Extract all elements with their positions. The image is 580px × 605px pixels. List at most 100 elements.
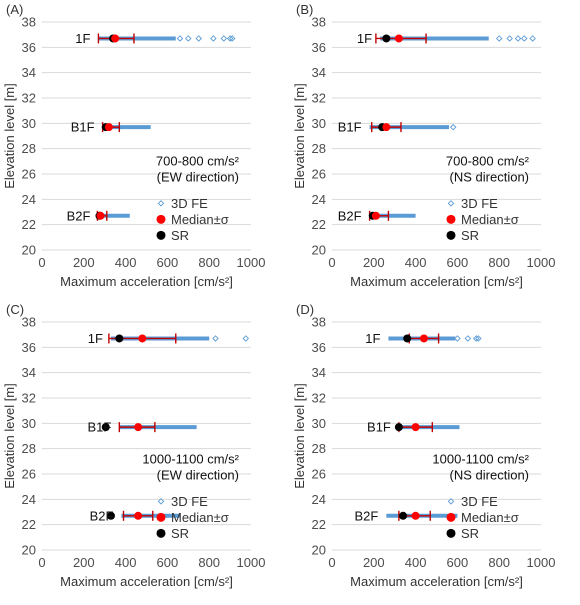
y-tick-label: 32 — [22, 91, 36, 106]
y-tick-label: 30 — [22, 116, 36, 131]
x-axis-label: Maximum acceleration [cm/s²] — [60, 574, 233, 589]
sr-point — [106, 511, 115, 520]
median-point — [371, 211, 380, 220]
y-tick-label: 22 — [312, 517, 326, 532]
y-tick-label: 20 — [22, 243, 36, 258]
sr-point — [394, 423, 403, 432]
fe-point — [506, 35, 513, 42]
panel-label: (A) — [6, 2, 23, 17]
fe-point — [242, 335, 250, 342]
y-tick-label: 20 — [22, 543, 36, 558]
fe-point — [514, 35, 522, 42]
y-tick-label: 22 — [312, 217, 326, 232]
x-tick-label: 200 — [73, 555, 95, 570]
legend-sr-label: SR — [171, 228, 189, 243]
median-point — [134, 511, 143, 520]
x-tick-label: 800 — [488, 255, 510, 270]
y-tick-label: 20 — [312, 243, 326, 258]
annotation-line: (NS direction) — [450, 467, 529, 482]
x-tick-label: 0 — [38, 555, 45, 570]
floor-label: B1F — [71, 120, 95, 135]
floor-label: B1F — [338, 120, 362, 135]
y-tick-label: 26 — [312, 167, 326, 182]
floor-label: B2F — [354, 508, 378, 523]
fe-point — [195, 35, 202, 42]
x-tick-label: 400 — [115, 555, 137, 570]
legend-fe-marker — [447, 498, 455, 505]
fe-point — [464, 335, 472, 342]
x-axis-label: Maximum acceleration [cm/s²] — [350, 574, 523, 589]
median-point — [134, 423, 143, 432]
median-point — [411, 423, 420, 432]
y-tick-label: 36 — [312, 340, 326, 355]
legend-sr-label: SR — [171, 526, 189, 541]
x-tick-label: 800 — [198, 255, 220, 270]
legend-median-label: Median±σ — [461, 212, 519, 227]
median-point — [111, 34, 120, 43]
x-tick-label: 800 — [198, 555, 220, 570]
y-tick-label: 26 — [312, 467, 326, 482]
median-point — [382, 123, 391, 132]
y-axis-label: Elevation level [m] — [2, 83, 17, 189]
y-tick-label: 36 — [22, 340, 36, 355]
fe-point — [521, 35, 528, 42]
fe-point — [210, 35, 217, 42]
y-tick-label: 34 — [312, 65, 326, 80]
x-tick-label: 200 — [363, 555, 385, 570]
y-axis-label: Elevation level [m] — [2, 383, 17, 489]
y-tick-label: 38 — [312, 315, 326, 330]
x-tick-label: 1000 — [527, 255, 556, 270]
floor-label: 1F — [365, 331, 380, 346]
y-tick-label: 24 — [312, 492, 326, 507]
fe-point — [220, 35, 228, 42]
x-tick-label: 600 — [157, 255, 179, 270]
x-axis-label: Maximum acceleration [cm/s²] — [350, 274, 523, 289]
fe-point — [449, 123, 457, 131]
x-tick-label: 600 — [447, 555, 469, 570]
legend-sr-marker — [446, 528, 456, 538]
floor-label: B2F — [90, 508, 114, 523]
y-tick-label: 32 — [312, 91, 326, 106]
y-tick-label: 32 — [22, 391, 36, 406]
chart-panel-2: (B) 20 22 24 26 28 30 32 34 36 38 0 200 400 600 800 1000… — [292, 2, 555, 289]
floor-label: B2F — [338, 208, 362, 223]
legend-median-marker — [446, 512, 456, 522]
sr-point — [403, 334, 412, 343]
x-tick-label: 400 — [405, 555, 427, 570]
x-tick-label: 600 — [447, 255, 469, 270]
y-tick-label: 24 — [22, 192, 36, 207]
y-tick-label: 22 — [22, 517, 36, 532]
y-tick-label: 28 — [312, 141, 326, 156]
y-tick-label: 30 — [22, 416, 36, 431]
x-tick-label: 200 — [363, 255, 385, 270]
legend-median-marker — [156, 512, 166, 522]
floor-label: B2F — [67, 208, 91, 223]
fe-point — [176, 35, 184, 42]
legend-sr-label: SR — [461, 526, 479, 541]
fe-point — [454, 335, 461, 342]
legend-median-marker — [446, 214, 456, 224]
legend-fe-label: 3D FE — [171, 494, 208, 509]
x-tick-label: 0 — [328, 555, 335, 570]
fe-point — [185, 35, 192, 42]
chart-panel-4: (D) 20 22 24 26 28 30 32 34 36 38 0 200 400 600 800 1000… — [292, 302, 555, 589]
annotation-line: 1000-1100 cm/s² — [432, 451, 529, 466]
median-point — [411, 511, 420, 520]
panel-label: (C) — [6, 302, 24, 317]
fe-point — [212, 335, 219, 342]
annotation-line: (EW direction) — [157, 467, 239, 482]
y-tick-label: 30 — [312, 416, 326, 431]
chart-panel-3: (C) 20 22 24 26 28 30 32 34 36 38 0 200 400 600 800 1000… — [2, 302, 265, 589]
y-tick-label: 24 — [22, 492, 36, 507]
sr-point — [382, 34, 391, 43]
y-tick-label: 34 — [22, 65, 36, 80]
x-tick-label: 400 — [115, 255, 137, 270]
legend-fe-marker — [447, 200, 455, 207]
legend-fe-marker — [157, 498, 165, 505]
y-tick-label: 30 — [312, 116, 326, 131]
median-point — [138, 334, 147, 343]
x-tick-label: 600 — [157, 555, 179, 570]
y-tick-label: 34 — [22, 365, 36, 380]
